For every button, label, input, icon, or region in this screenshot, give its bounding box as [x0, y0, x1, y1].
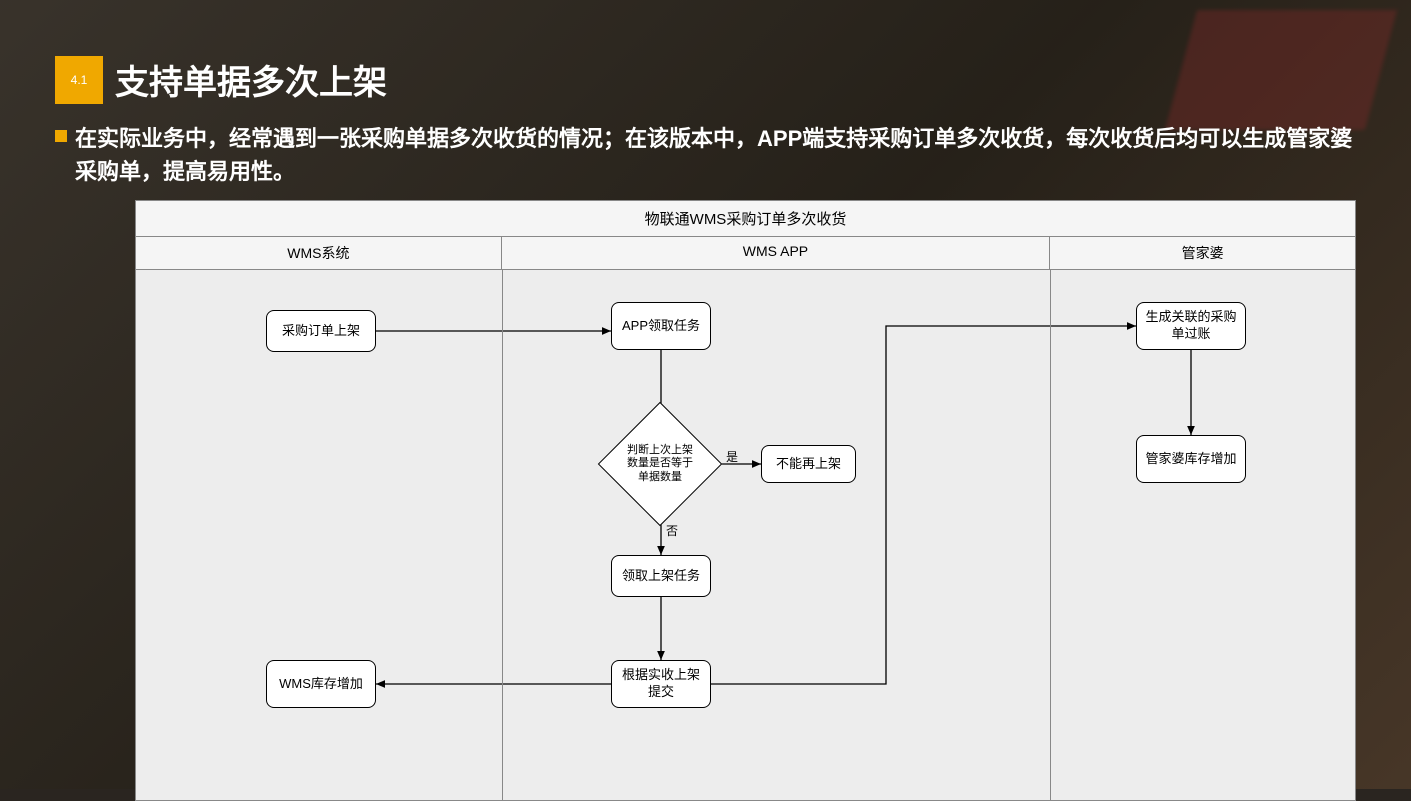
flowchart-process-node: APP领取任务: [611, 302, 711, 350]
swimlane-header-cell: WMS APP: [502, 237, 1051, 269]
flowchart-process-node: 管家婆库存增加: [1136, 435, 1246, 483]
slide-subtitle-row: 在实际业务中，经常遇到一张采购单据多次收货的情况；在该版本中，APP端支持采购订…: [0, 104, 1411, 188]
slide-header: 4.1 支持单据多次上架: [0, 0, 1411, 104]
bullet-icon: [55, 130, 67, 142]
flowchart-process-node: 采购订单上架: [266, 310, 376, 352]
section-number-badge: 4.1: [55, 56, 103, 104]
swimlane-diagram: 物联通WMS采购订单多次收货 WMS系统WMS APP管家婆 采购订单上架 APP…: [135, 200, 1356, 801]
swimlane-header-cell: 管家婆: [1050, 237, 1355, 269]
slide-content: 4.1 支持单据多次上架 在实际业务中，经常遇到一张采购单据多次收货的情况；在该…: [0, 0, 1411, 801]
flowchart-process-node: WMS库存增加: [266, 660, 376, 708]
flowchart-process-node: 领取上架任务: [611, 555, 711, 597]
flowchart-edge-label: 否: [666, 522, 678, 539]
swimlane-divider: [1050, 270, 1051, 800]
flowchart-process-node: 不能再上架: [761, 445, 856, 483]
swimlane-divider: [502, 270, 503, 800]
flowchart-edge: [711, 326, 1136, 684]
flowchart-node-label: 判断上次上架数量是否等于单据数量: [616, 420, 704, 508]
flowchart-edge-label: 是: [726, 448, 738, 465]
diagram-title: 物联通WMS采购订单多次收货: [136, 201, 1355, 237]
slide-title: 支持单据多次上架: [115, 55, 387, 104]
swimlane-header-row: WMS系统WMS APP管家婆: [136, 237, 1355, 270]
slide-subtitle: 在实际业务中，经常遇到一张采购单据多次收货的情况；在该版本中，APP端支持采购订…: [75, 122, 1366, 188]
flowchart-area: 采购订单上架 APP领取任务判断上次上架数量是否等于单据数量 不能再上架领取上架任务…: [136, 270, 1355, 800]
flowchart-process-node: 生成关联的采购单过账: [1136, 302, 1246, 350]
flowchart-process-node: 根据实收上架提交: [611, 660, 711, 708]
swimlane-header-cell: WMS系统: [136, 237, 502, 269]
flowchart-decision-node: 判断上次上架数量是否等于单据数量: [616, 420, 704, 508]
